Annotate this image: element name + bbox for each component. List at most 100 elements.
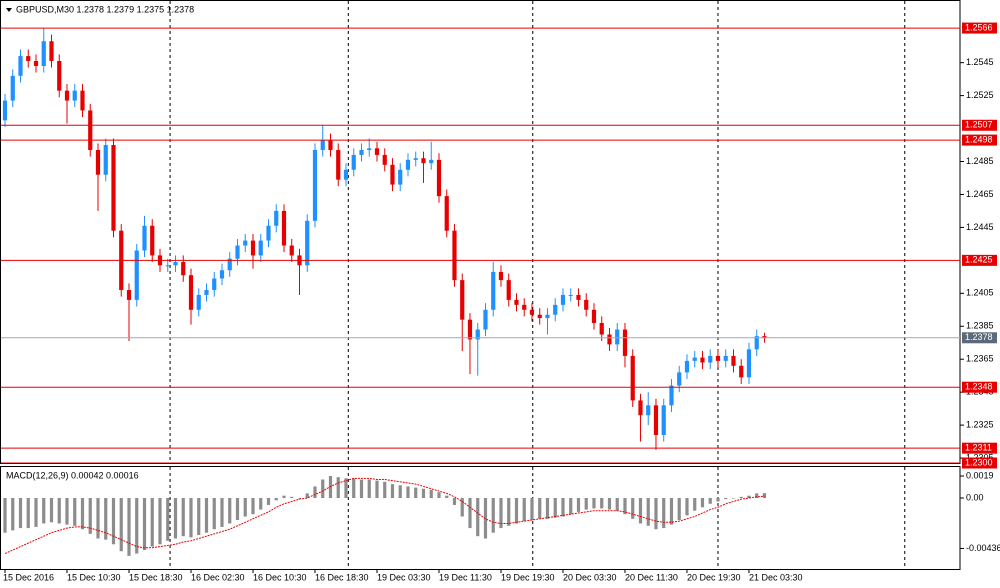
y-tick-label: 1.2485 [966, 156, 994, 166]
macd-bar [142, 498, 147, 551]
macd-bar [522, 498, 526, 522]
candle-body [460, 280, 465, 320]
level-box [962, 134, 997, 146]
candle-body [545, 314, 550, 319]
y-tick-label: 1.2465 [966, 189, 994, 199]
candle-body [429, 159, 434, 164]
level-label: 1.2348 [965, 382, 993, 392]
candle-body [181, 262, 186, 276]
candle-body [405, 159, 411, 170]
x-tick-label: 19 Dec 11:30 [439, 572, 492, 582]
macd-bar [18, 498, 23, 529]
candle-body [204, 290, 209, 295]
macd-bar [724, 498, 728, 500]
macd-bar [42, 498, 46, 524]
candle-body [41, 41, 46, 66]
level-label: 1.2300 [965, 457, 993, 467]
macd-bar [553, 498, 557, 518]
candle-body [529, 309, 535, 315]
y-tick-label: 1.2545 [966, 57, 994, 67]
level-label: 1.2507 [965, 120, 993, 130]
candle-body [444, 196, 449, 231]
macd-bar [274, 498, 278, 501]
candle-body [18, 56, 23, 76]
candle-body [305, 220, 310, 266]
candle-body [398, 169, 403, 185]
macd-bar [607, 498, 612, 510]
y-tick-label: 1.2385 [966, 321, 994, 331]
x-tick-label: 21 Dec 03:30 [749, 572, 803, 582]
macd-bar [406, 486, 410, 499]
chart-header: GBPUSD,M30 1.2378 1.2379 1.2375 1.2378 [16, 4, 194, 14]
macd-bar [367, 479, 371, 499]
candle-body [258, 240, 263, 256]
macd-bar [313, 486, 317, 499]
macd-bar [57, 498, 61, 524]
level-box [962, 119, 997, 131]
macd-bar [390, 484, 395, 499]
macd-bar [762, 493, 767, 499]
macd-bar [600, 498, 604, 509]
candle-body [615, 329, 620, 345]
macd-bar [11, 498, 15, 531]
candle-body [351, 154, 356, 170]
level-label: 1.2566 [965, 22, 993, 32]
macd-bar [96, 498, 100, 539]
candle-body [436, 159, 442, 197]
macd-bar [104, 498, 108, 540]
candle-body [212, 278, 217, 291]
macd-bar [662, 498, 666, 529]
candle-body [700, 357, 705, 363]
macd-bar [476, 498, 480, 537]
candle-body [235, 245, 240, 259]
candle-body [390, 164, 395, 185]
candle-body [762, 336, 767, 338]
macd-bar [421, 488, 426, 499]
candle-body [622, 329, 628, 356]
macd-bar [538, 498, 542, 519]
menu-arrow[interactable] [6, 8, 12, 12]
y-tick-label: 1.2405 [966, 288, 994, 298]
candle-body [343, 169, 349, 180]
macd-bar [592, 498, 596, 509]
x-tick-label: 15 Dec 2016 [3, 572, 54, 582]
macd-bar [507, 498, 511, 526]
macd-bar [359, 479, 364, 499]
macd-bar [646, 498, 650, 526]
candle-body [72, 90, 77, 101]
macd-bar [685, 498, 689, 516]
macd-bar [623, 498, 627, 515]
macd-bar [127, 498, 131, 556]
macd-bar [251, 498, 255, 515]
macd-bar [119, 498, 123, 552]
candle-body [715, 355, 721, 361]
candle-body [150, 225, 155, 256]
candle-body [708, 355, 713, 363]
x-tick-label: 20 Dec 19:30 [687, 572, 741, 582]
macd-bar [584, 498, 588, 510]
candle-body [584, 299, 589, 310]
y-tick-label: 0.00 [966, 492, 984, 502]
macd-bar [3, 498, 7, 533]
candle-body [739, 365, 744, 378]
macd-bar [669, 498, 674, 525]
macd-bar [336, 477, 340, 499]
candle-body [374, 148, 380, 155]
candle-body [328, 140, 333, 150]
candle-body [289, 245, 294, 256]
macd-bar [352, 478, 356, 499]
level-label: 1.2425 [965, 255, 993, 265]
candle-body [653, 405, 659, 435]
candle-body [568, 294, 573, 296]
candle-body [646, 405, 651, 416]
macd-bar [375, 480, 379, 499]
macd-bar [677, 498, 681, 520]
candle-body [134, 250, 139, 300]
candle-body [661, 405, 666, 435]
x-tick-label: 20 Dec 11:30 [625, 572, 678, 582]
candle-body [320, 140, 325, 150]
macd-bar [197, 498, 201, 536]
candle-body [10, 75, 15, 101]
y-tick-label: 1.2365 [966, 354, 994, 364]
level-box [962, 381, 997, 393]
